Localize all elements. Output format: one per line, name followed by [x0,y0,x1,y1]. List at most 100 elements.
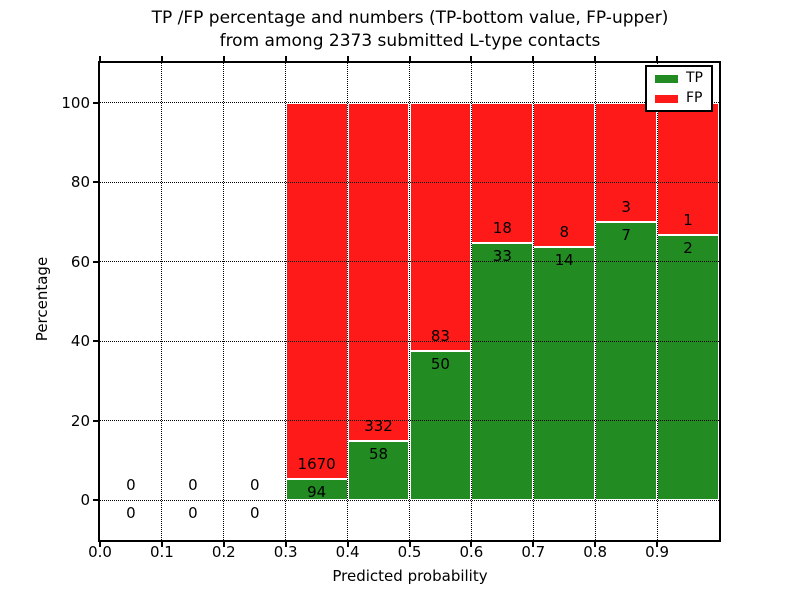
fp-count-label: 0 [126,476,136,495]
fp-count-label: 0 [249,476,260,495]
x-tick-label-0.9: 0.9 [645,543,670,561]
fp-count-label: 332 [364,417,393,436]
x-tick-label-0.3: 0.3 [273,543,298,561]
fp-count-label: 0 [188,476,198,495]
tp-bar-segment [533,247,596,501]
tp-count-label: 0 [188,504,198,523]
y-tick-left-80 [93,181,98,184]
x-tick-top-0.5 [408,56,411,61]
tp-bar-segment [347,441,410,501]
x-tick-label-0.5: 0.5 [397,543,422,561]
fp-count-label: 8 [559,223,570,242]
x-tick-bottom-0.3 [284,542,287,547]
fp-legend-swatch [655,94,678,103]
gridline-x-0.4 [347,63,349,540]
gridline-x-0.1 [161,63,163,540]
tp-count-label: 7 [621,226,631,244]
fp-count-label: 1670 [297,455,336,474]
tp-count-label: 2 [683,239,693,258]
gridline-y-40 [100,340,719,342]
x-tick-label-0.7: 0.7 [521,543,546,561]
x-tick-label-0.8: 0.8 [583,543,608,561]
fp-bar-segment [533,102,596,248]
tp-bar-segment [471,243,534,501]
x-tick-bottom-0.4 [346,542,349,547]
gridline-y-100 [100,102,719,104]
x-tick-bottom-0.2 [222,542,225,547]
tp-bar-segment [657,235,719,501]
y-tick-label-60: 60 [70,252,90,271]
x-tick-label-0.1: 0.1 [149,543,174,561]
y-tick-left-40 [93,340,98,343]
x-tick-top-0.3 [284,56,287,61]
gridline-x-0.5 [409,63,410,540]
x-tick-bottom-0.8 [594,542,597,547]
x-tick-bottom-0.9 [656,542,659,547]
x-tick-bottom-0.1 [160,542,163,547]
tp-count-label: 33 [492,247,512,266]
x-tick-top-0.8 [594,56,597,61]
x-tick-top-0.6 [470,56,473,61]
x-tick-bottom-0.5 [408,542,411,547]
x-tick-label-0.2: 0.2 [211,543,236,561]
x-axis-label: Predicted probability [332,567,488,585]
legend-item-tp: TP [655,71,703,86]
chart-title-line2: from among 2373 submitted L-type contact… [219,31,601,51]
y-tick-label-80: 80 [70,173,90,192]
fp-count-label: 3 [621,198,631,216]
fp-bar-segment [285,102,348,480]
fp-bar-segment [409,102,472,351]
fp-count-label: 18 [492,219,512,238]
fp-bar-segment [347,102,410,442]
gridline-x-0.7 [532,63,534,540]
x-tick-bottom-0.6 [470,542,473,547]
x-tick-label-0.0: 0.0 [88,543,112,561]
y-tick-left-0 [93,499,98,502]
x-tick-bottom-0.7 [532,542,535,547]
x-tick-top-0.4 [346,56,349,61]
tp-count-label: 50 [430,354,450,373]
fp-count-label: 83 [430,326,450,345]
legend: TP FP [645,65,713,112]
x-tick-top-0.1 [160,56,163,61]
gridline-x-0.6 [470,63,472,540]
y-tick-left-60 [93,260,98,263]
fp-legend-label: FP [686,90,703,106]
tp-bar-segment [595,222,658,501]
tp-count-label: 58 [369,445,389,464]
gridline-x-0.2 [223,63,225,540]
x-tick-top-0.7 [532,56,535,61]
x-tick-label-0.4: 0.4 [335,543,360,561]
tp-legend-label: TP [686,70,703,86]
y-tick-label-100: 100 [61,93,90,112]
y-tick-label-20: 20 [70,411,90,430]
x-tick-top-0.0 [99,56,101,61]
x-tick-label-0.6: 0.6 [459,543,484,561]
gridline-y-0 [100,499,719,501]
y-tick-left-100 [93,101,98,104]
chart-title-line1: TP /FP percentage and numbers (TP-bottom… [151,8,669,28]
tp-bar-segment [409,350,472,501]
tp-count-label: 0 [126,504,136,523]
x-tick-top-0.9 [656,56,659,61]
tp-count-label: 94 [307,483,327,502]
chart-title: TP /FP percentage and numbers (TP-bottom… [90,7,730,53]
tp-count-label: 14 [554,251,574,270]
plot-area: 0 0 0 0 0 0 1670 94 332 58 83 50 18 33 8 14 3 7 1 2 [98,61,721,542]
gridline-y-60 [100,261,719,263]
gridline-x-0.3 [285,63,287,540]
fp-count-label: 1 [683,211,693,230]
y-tick-label-40: 40 [70,332,90,351]
tp-count-label: 0 [249,504,260,523]
gridline-y-80 [100,181,719,183]
x-tick-bottom-0.0 [99,542,101,547]
y-tick-left-20 [93,419,98,422]
legend-item-fp: FP [655,91,703,106]
gridline-x-0.8 [594,63,596,540]
gridline-y-20 [100,420,719,422]
gridline-x-0.9 [656,63,658,540]
y-tick-label-0: 0 [80,491,90,510]
x-tick-top-0.2 [222,56,225,61]
tp-legend-swatch [655,74,678,83]
